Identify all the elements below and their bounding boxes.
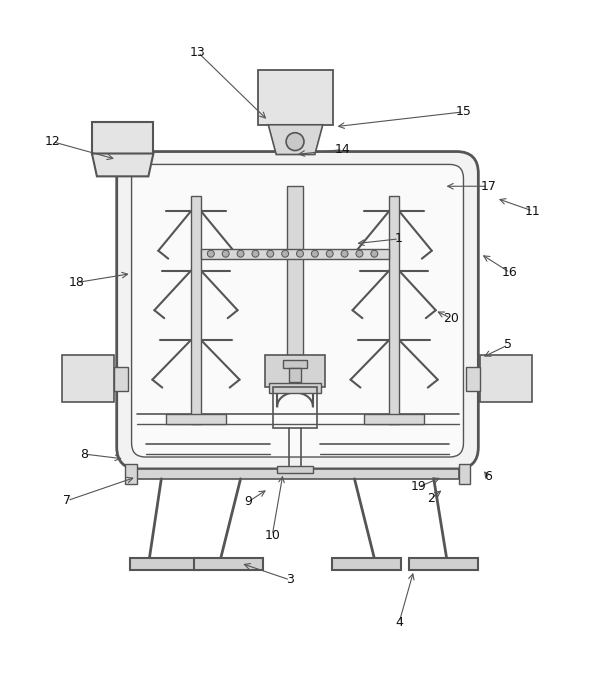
Bar xyxy=(137,469,458,479)
Circle shape xyxy=(237,250,244,257)
Circle shape xyxy=(326,250,333,257)
Text: 6: 6 xyxy=(484,470,492,483)
Circle shape xyxy=(286,133,304,151)
FancyBboxPatch shape xyxy=(117,152,478,469)
Bar xyxy=(62,355,114,402)
Bar xyxy=(458,464,470,484)
Circle shape xyxy=(296,250,304,257)
Bar xyxy=(481,355,532,402)
Bar xyxy=(409,558,478,570)
Text: 7: 7 xyxy=(63,494,71,507)
Bar xyxy=(273,387,317,428)
Text: 12: 12 xyxy=(44,135,60,148)
Bar xyxy=(259,70,332,125)
Circle shape xyxy=(341,250,348,257)
Circle shape xyxy=(267,250,274,257)
Text: 1: 1 xyxy=(395,232,403,245)
Text: 14: 14 xyxy=(335,143,350,156)
Text: 5: 5 xyxy=(504,338,512,352)
Text: 4: 4 xyxy=(395,616,403,629)
Text: 11: 11 xyxy=(525,205,541,217)
Bar xyxy=(125,464,137,484)
Bar xyxy=(269,383,321,393)
Text: 16: 16 xyxy=(502,266,518,279)
Bar xyxy=(389,196,399,425)
Circle shape xyxy=(252,250,259,257)
Bar xyxy=(130,558,199,570)
Text: 13: 13 xyxy=(190,46,206,59)
Bar xyxy=(289,368,301,381)
Bar xyxy=(287,186,303,379)
Bar xyxy=(277,466,313,473)
Bar xyxy=(114,367,128,391)
Polygon shape xyxy=(92,153,154,176)
Text: 9: 9 xyxy=(245,495,253,508)
Circle shape xyxy=(281,250,289,257)
Text: 18: 18 xyxy=(69,276,85,289)
Bar xyxy=(364,414,424,425)
FancyBboxPatch shape xyxy=(131,165,463,457)
Bar xyxy=(191,196,201,425)
Circle shape xyxy=(356,250,363,257)
Circle shape xyxy=(208,250,214,257)
Text: 17: 17 xyxy=(481,180,496,193)
Circle shape xyxy=(371,250,378,257)
Circle shape xyxy=(311,250,319,257)
Text: 8: 8 xyxy=(80,448,88,460)
Text: 10: 10 xyxy=(265,529,280,542)
Polygon shape xyxy=(268,125,323,155)
Text: 15: 15 xyxy=(455,105,472,118)
Text: 20: 20 xyxy=(443,312,458,325)
Bar xyxy=(332,558,401,570)
Bar xyxy=(283,360,307,368)
Bar xyxy=(92,122,154,153)
Bar xyxy=(201,248,389,259)
Bar xyxy=(265,355,325,387)
Circle shape xyxy=(222,250,229,257)
Text: 2: 2 xyxy=(427,492,435,505)
Text: 3: 3 xyxy=(286,574,294,587)
Bar xyxy=(166,414,226,425)
Text: 19: 19 xyxy=(411,480,427,493)
Bar xyxy=(466,367,481,391)
Bar xyxy=(194,558,263,570)
